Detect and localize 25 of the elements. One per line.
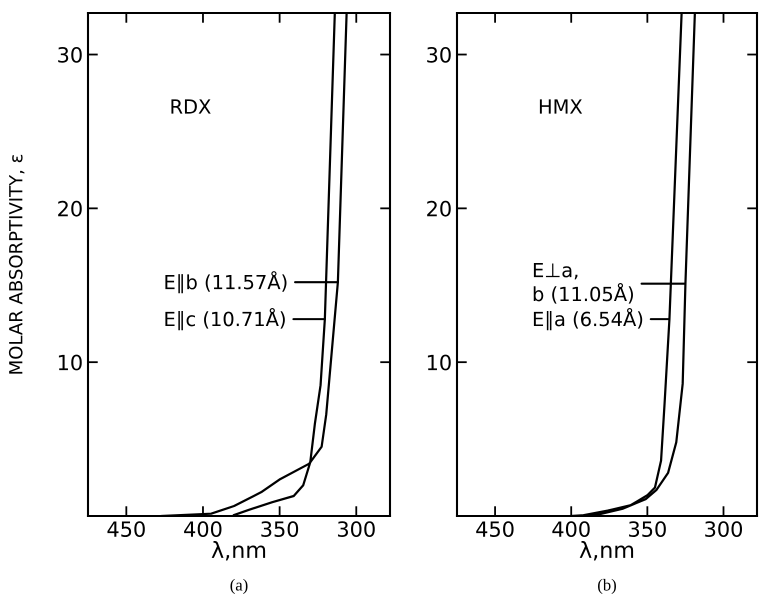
x-tick-label: 300 [705, 521, 742, 537]
text: (b) [598, 578, 616, 594]
x-tick-label: 350 [261, 521, 298, 537]
y-tick-label: 30 [427, 46, 451, 63]
x-axis-title: λ,nm [212, 541, 266, 560]
x-axis-title: λ,nm [580, 541, 634, 560]
annotation: E∥b (11.57Å) [165, 271, 286, 294]
x-tick-label: 350 [629, 521, 666, 537]
y-tick-label: 30 [58, 46, 82, 63]
annotation: E∥c (10.71Å) [165, 308, 285, 330]
text: (a) [230, 578, 248, 594]
annotation: E∥a (6.54Å) [534, 308, 642, 330]
y-tick-label: 20 [427, 200, 451, 217]
x-tick-label: 300 [338, 521, 375, 537]
annotation: HMX [540, 99, 582, 114]
x-tick-label: 400 [184, 521, 222, 537]
y-tick-label: 20 [58, 200, 82, 217]
x-tick-label: 400 [552, 521, 590, 537]
x-tick-label: 450 [476, 521, 514, 537]
annotation: RDX [171, 99, 211, 114]
x-tick-label: 450 [107, 521, 145, 537]
y-tick-label: 10 [428, 354, 451, 370]
y-axis-title: MOLAR ABSORPTIVITY, ε [8, 154, 24, 374]
y-tick-label: 10 [58, 354, 82, 370]
annotation: E⊥a, b (11.05Å) [534, 262, 633, 304]
